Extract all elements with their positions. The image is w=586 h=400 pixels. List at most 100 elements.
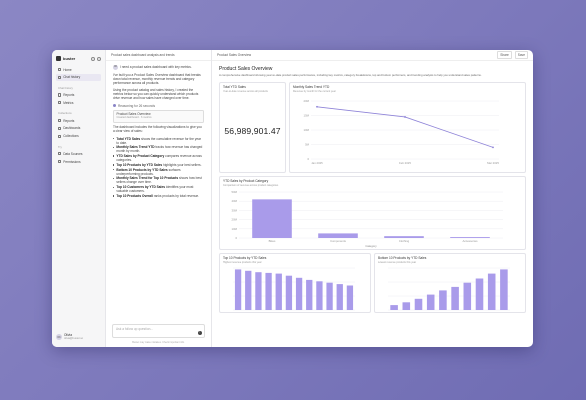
sidebar-item-dashboards[interactable]: Dashboards: [56, 125, 101, 132]
bar: [285, 275, 293, 310]
card-title: Monthly Sales Trend YTD: [293, 85, 330, 90]
chat-panel: Product sales dashboard analysis and tre…: [106, 50, 212, 347]
settings-icon[interactable]: [91, 56, 95, 61]
sidebar-item-chat-history[interactable]: Chat history: [56, 73, 101, 81]
monthly-trend-card[interactable]: Monthly Sales Trend YTD Revenue by month…: [289, 81, 526, 173]
sidebar-item-reports-2[interactable]: Reports: [56, 117, 101, 124]
y-tick-label: 50M: [232, 190, 238, 194]
bar: [234, 268, 242, 310]
x-tick-label: Accessories: [462, 239, 478, 243]
chat-input[interactable]: Ask a follow up question... ↑: [112, 324, 205, 338]
user-profile[interactable]: OK Olivia olivia@buster.so: [56, 333, 101, 341]
card-subtitle: Revenue by month for the current year: [293, 89, 336, 93]
bottom-products-card[interactable]: Bottom 10 Products by YTD Sales Lowest r…: [374, 252, 526, 313]
database-icon: [58, 152, 62, 156]
chat-input-placeholder: Ask a follow up question...: [116, 327, 154, 331]
dashboard-file-card[interactable]: Product Sales Overview Created dashboard…: [113, 109, 204, 123]
sidebar-item-label: Chat history: [63, 75, 81, 80]
list-item: YTD Sales by Product Category compares r…: [113, 154, 204, 162]
chat-disclaimer: Buster may make mistakes. Check importan…: [132, 341, 185, 344]
folder-icon: [58, 134, 62, 138]
x-axis-label: Category: [365, 244, 377, 248]
sidebar-section-title: Collections: [58, 111, 72, 116]
y-tick-label: 30M: [232, 208, 238, 212]
sidebar-item-data-sources[interactable]: Data Sources: [56, 150, 101, 157]
sidebar-section-title: Try: [58, 144, 62, 149]
sidebar-item-label: Collections: [63, 134, 79, 139]
bar: [402, 301, 411, 310]
card-title: YTD Sales by Product Category: [223, 179, 269, 184]
sidebar-item-home[interactable]: Home: [56, 66, 101, 73]
bar: [487, 273, 496, 310]
bar: [245, 270, 252, 310]
bar: [265, 272, 272, 310]
list-item: Top 10 Products by YTD Sales highlights …: [113, 163, 204, 167]
list-item: Monthly Sales Trend for Top 10 Products …: [113, 176, 204, 184]
sidebar-item-label: Reports: [63, 93, 75, 98]
card-subtitle: Highest revenue products this year: [223, 260, 262, 264]
list-item: Top 10 Customers by YTD Sales identifies…: [113, 185, 204, 193]
bar: [252, 198, 292, 238]
app-window: buster Home Chat history Chat history Re…: [52, 50, 533, 347]
bar: [451, 286, 459, 310]
sidebar-item-metrics[interactable]: Metrics: [56, 99, 101, 106]
sidebar-section-title: Chat history: [58, 85, 73, 90]
dashboard-panel: Product Sales Overview Share Save Produc…: [212, 50, 533, 347]
file-name: Product Sales Overview: [116, 112, 151, 117]
app-name: buster: [63, 56, 76, 61]
y-tick-label: 20M: [304, 99, 310, 103]
sidebar-item-permissions[interactable]: Permissions: [56, 158, 101, 165]
top-products-chart: [233, 267, 355, 310]
bottom-products-chart: [388, 267, 510, 310]
summary-intro: The dashboard includes the following vis…: [113, 125, 202, 134]
category-sales-chart: 50M 40M 30M 20M 10M 0 Bikes Components Clothing A…: [232, 190, 503, 248]
file-sub: Created dashboard · 6 metrics: [116, 116, 152, 120]
chat-header: Product sales dashboard analysis and tre…: [106, 50, 211, 61]
sidebar: buster Home Chat history Chat history Re…: [52, 50, 106, 347]
card-title: Bottom 10 Products by YTD Sales: [378, 256, 427, 261]
assistant-intro: I've built you a Product Sales Overview …: [113, 73, 201, 86]
x-tick-label: Components: [330, 239, 346, 243]
send-button[interactable]: ↑: [197, 330, 202, 335]
bar: [336, 283, 343, 310]
share-button[interactable]: Share: [497, 51, 512, 59]
top-products-card[interactable]: Top 10 Products by YTD Sales Highest rev…: [219, 252, 371, 313]
summary-list: Total YTD Sales shows the cumulative rev…: [113, 137, 204, 198]
bar: [390, 304, 398, 310]
bar: [295, 277, 303, 310]
brand: buster: [56, 56, 101, 61]
chat-icon: [58, 75, 62, 79]
x-tick-label: Feb 2025: [399, 161, 411, 165]
card-subtitle: Lowest revenue products this year: [378, 260, 417, 264]
card-title: Top 10 Products by YTD Sales: [223, 256, 267, 261]
bar: [500, 268, 508, 310]
bar: [275, 273, 282, 310]
dashboard-content: Product Sales Overview A comprehensive d…: [212, 61, 533, 347]
card-subtitle: Year-to-date revenue across all products: [223, 89, 268, 93]
bar: [450, 236, 490, 238]
sidebar-item-reports[interactable]: Reports: [56, 91, 101, 98]
total-sales-card[interactable]: Total YTD Sales Year-to-date revenue acr…: [219, 81, 286, 173]
list-item: Total YTD Sales shows the cumulative rev…: [113, 137, 204, 145]
series-line: [316, 105, 494, 148]
home-icon: [58, 68, 62, 72]
tab-dashboard[interactable]: Product Sales Overview: [217, 53, 252, 57]
report-icon: [58, 118, 62, 123]
category-sales-card[interactable]: YTD Sales by Product Category Comparison…: [219, 175, 526, 250]
sidebar-item-label: Home: [63, 67, 72, 72]
y-tick-label: 5M: [305, 142, 310, 146]
new-chat-icon[interactable]: [97, 56, 101, 61]
user-message: OK I need a product sales dashboard with…: [113, 65, 204, 70]
save-button[interactable]: Save: [514, 51, 528, 59]
sidebar-item-label: Data Sources: [63, 151, 83, 156]
sidebar-item-collections[interactable]: Collections: [56, 133, 101, 140]
reasoning-toggle[interactable]: Reasoning for 26 seconds: [113, 104, 204, 108]
x-tick-label: Bikes: [269, 239, 276, 243]
avatar: OK: [56, 334, 62, 341]
bar: [414, 298, 423, 310]
bar: [463, 282, 472, 310]
bar: [346, 285, 354, 310]
chat-title: Product sales dashboard analysis and tre…: [111, 53, 175, 57]
metric-icon: [58, 101, 62, 105]
